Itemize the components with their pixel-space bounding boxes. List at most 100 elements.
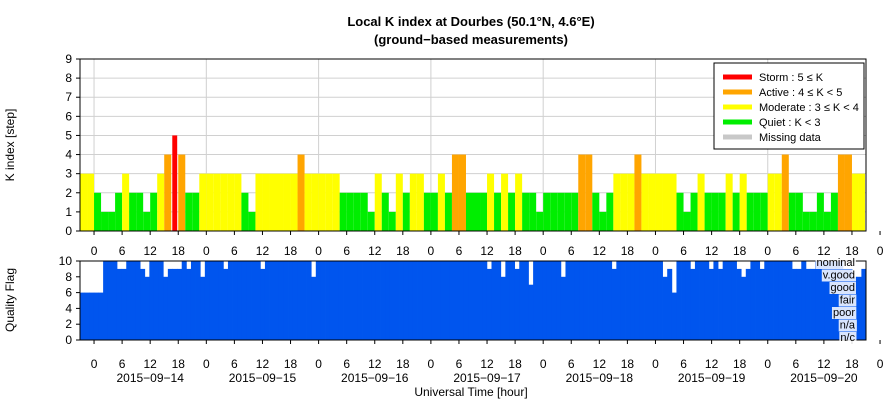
q-x-tick-label: 6: [568, 357, 575, 371]
quality-bar: [768, 261, 774, 340]
quality-bar: [167, 268, 173, 340]
k-bar: [409, 173, 417, 231]
k-bar: [690, 192, 698, 231]
quality-bar: [417, 261, 423, 340]
k-bar: [739, 173, 747, 231]
k-bar: [732, 192, 740, 231]
k-bar: [360, 192, 368, 231]
k-x-tick-label: 12: [593, 244, 607, 258]
quality-bar: [667, 268, 673, 340]
quality-bar: [144, 276, 150, 340]
q-x-tick-label: 12: [817, 357, 831, 371]
k-bar: [480, 192, 488, 231]
q-x-tick-label: 18: [845, 357, 859, 371]
quality-bar: [810, 268, 816, 340]
quality-bar: [218, 261, 224, 340]
quality-bar: [399, 261, 405, 340]
quality-bar: [588, 261, 594, 340]
k-bar: [725, 173, 733, 231]
k-bar: [578, 154, 586, 231]
k-x-tick-label: 6: [231, 244, 238, 258]
quality-bar: [186, 268, 192, 340]
k-y-tick-label: 2: [65, 186, 72, 200]
date-label: 2015−09−20: [790, 371, 858, 385]
k-bar: [122, 173, 130, 231]
quality-bar: [362, 261, 368, 340]
quality-bar: [778, 261, 784, 340]
k-bar: [830, 192, 838, 231]
k-bar: [325, 173, 333, 231]
quality-bar: [815, 261, 821, 340]
quality-bar: [593, 261, 599, 340]
k-bar: [381, 192, 389, 231]
k-x-tick-label: 6: [456, 244, 463, 258]
legend-label: Storm : 5 ≤ K: [759, 72, 824, 84]
date-labels: 2015−09−14 2015−09−15 2015−09−16 2015−09−17…: [116, 371, 857, 385]
quality-bar: [824, 261, 830, 340]
k-x-tick-label: 18: [284, 244, 298, 258]
q-x-tick-label: 0: [540, 357, 547, 371]
k-bar: [444, 192, 452, 231]
k-x-tick-label: 6: [119, 244, 126, 258]
q-x-ticks: 0 6 12 18 0 6 12 18 0 6 12 18 0 6 12 18 0 6 12 18 0 6 12 18 0 6 12…: [91, 340, 884, 371]
quality-bar: [519, 261, 525, 340]
k-bar: [430, 192, 438, 231]
k-bar: [669, 173, 677, 231]
quality-bar: [727, 261, 733, 340]
k-bars: [80, 135, 865, 231]
k-y-tick-label: 8: [65, 71, 72, 85]
quality-bar: [264, 261, 270, 340]
k-bar: [816, 192, 824, 231]
q-y-tick-label: 0: [65, 333, 72, 347]
k-bar: [220, 173, 228, 231]
quality-bar: [130, 261, 136, 340]
q-x-tick-label: 0: [877, 357, 884, 371]
quality-bar: [329, 261, 335, 340]
quality-bar: [681, 261, 687, 340]
k-bar: [276, 173, 284, 231]
q-y-axis-label: Quality Flag: [3, 268, 17, 332]
quality-bar: [301, 261, 307, 340]
quality-bar: [523, 261, 529, 340]
k-bar: [550, 192, 558, 231]
k-y-tick-label: 1: [65, 205, 72, 219]
quality-label-bg: [838, 319, 857, 332]
q-y-ticks: 0 2 46 8 10: [59, 254, 80, 347]
quality-bar: [685, 261, 691, 340]
k-y-tick-label: 4: [65, 148, 72, 162]
q-x-tick-label: 6: [456, 357, 463, 371]
quality-label-bg: [831, 307, 857, 319]
k-bar: [837, 154, 845, 231]
k-bar: [269, 173, 277, 231]
k-bar: [697, 173, 705, 231]
quality-bar: [366, 261, 372, 340]
quality-bar: [389, 261, 395, 340]
quality-bar: [805, 268, 811, 340]
k-bar: [164, 154, 172, 231]
k-bar: [585, 154, 593, 231]
quality-bar: [103, 261, 109, 340]
quality-bar: [579, 261, 585, 340]
k-bar: [592, 192, 600, 231]
k-bar: [508, 192, 516, 231]
quality-bar: [278, 261, 284, 340]
q-x-tick-label: 18: [621, 357, 635, 371]
quality-bar: [260, 268, 266, 340]
quality-bar: [574, 261, 580, 340]
k-bar: [795, 192, 803, 231]
q-x-tick-label: 12: [368, 357, 382, 371]
quality-bar: [833, 261, 839, 340]
k-bar: [332, 173, 340, 231]
quality-bar: [546, 261, 552, 340]
quality-bar: [565, 261, 571, 340]
k-bar: [115, 192, 123, 231]
k-x-tick-label: 18: [845, 244, 859, 258]
quality-level-label: fair: [840, 295, 856, 307]
k-y-ticks: 0 1 2 3 4 5 6 7 8 9: [65, 52, 80, 238]
quality-bar: [288, 261, 294, 340]
k-bar: [858, 173, 865, 231]
quality-bar: [551, 261, 557, 340]
quality-bar: [232, 261, 238, 340]
k-bar: [543, 192, 551, 231]
